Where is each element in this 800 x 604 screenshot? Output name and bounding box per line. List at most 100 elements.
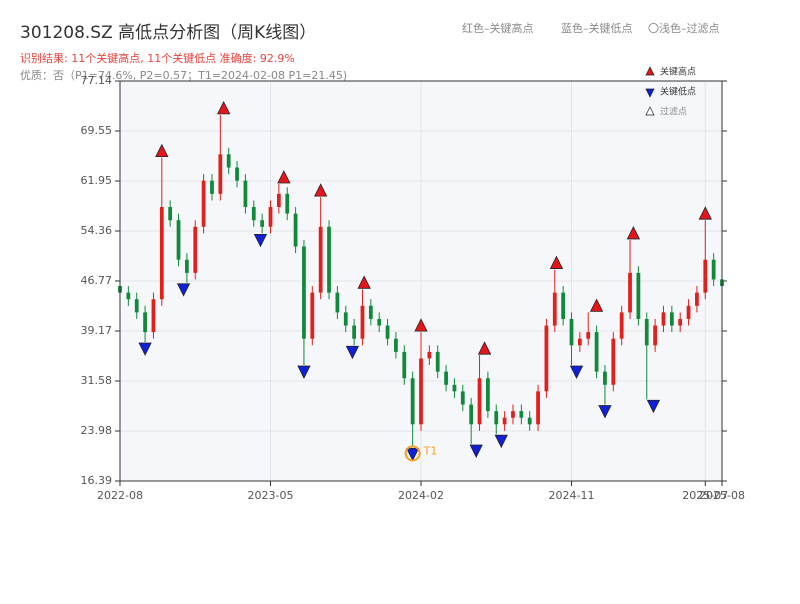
candle-body [444,371,448,385]
candle-body [243,180,248,208]
candle-body [544,325,549,392]
y-tick-label: 69.55 [81,124,113,137]
candle-body [276,193,281,208]
candle-body [126,292,131,300]
candle-body [644,318,649,346]
key-high-marker [589,298,604,312]
candle-body [653,325,657,346]
y-tick-label: 16.39 [81,474,113,487]
candle-body [201,180,206,227]
candle-body [569,318,574,346]
key-high-marker [357,275,371,289]
candle-body [502,417,507,425]
key-high-marker [155,143,169,158]
candle-body [151,299,156,333]
plot-frame [119,80,723,482]
candle-body [402,351,407,379]
candle-body [511,411,515,418]
candle-body [419,358,423,425]
key-high-marker [414,318,428,332]
key-low-marker [494,434,508,449]
candle-body [577,338,582,346]
key-high-marker [477,341,492,355]
key-high-marker [314,183,328,197]
key-low-marker [646,399,661,414]
candle-body [226,154,231,168]
candle-body [586,332,591,339]
candle-body [452,384,457,392]
candle-body [628,272,632,313]
x-tick-label: 2025-08 [699,489,745,502]
legend-symbol [645,88,655,98]
candle-body [193,226,198,273]
candle-body [603,371,607,385]
key-high-marker [549,255,564,269]
candle-body [210,180,214,194]
candle-body [185,259,189,273]
y-tick-label: 46.77 [81,274,113,287]
candle-body [486,378,490,412]
y-tick-label: 39.17 [81,324,113,337]
y-tick-label: 31.58 [81,374,113,387]
key-low-marker [569,365,584,379]
candle-body [519,411,524,418]
candle-body [251,207,256,221]
candle-body [168,207,173,221]
key-high-marker [217,100,231,115]
key-high-marker [626,226,641,240]
x-tick-label: 2022-08 [97,489,143,502]
plot-layer: 16.39 23.98 31.58 39.17 46.77 54.36 61.95 69.55… [81,66,745,503]
candle-body [427,351,432,359]
candle-body [703,259,708,293]
candle-body [218,154,223,194]
candle-body [134,299,139,313]
candle-body [527,417,532,425]
key-high-marker [277,170,291,184]
candle-body [410,378,415,425]
candle-body [260,220,265,227]
candle-body [536,391,540,425]
y-tick-label: 54.36 [81,224,113,237]
candle-body [711,259,716,280]
key-low-marker [176,283,191,297]
x-tick-label: 2025-07 [682,489,728,502]
candle-body [385,325,390,339]
candle-body [695,292,699,306]
candle-body [669,312,674,326]
candle-body [611,338,616,385]
legend-symbol [645,66,655,76]
candle-body [636,272,641,319]
candle-body [368,305,373,319]
y-tick-label: 77.14 [81,74,113,87]
candle-body [327,226,331,293]
header-legend: 〇浅色–过滤点 [648,21,720,35]
key-low-marker [405,447,420,462]
candle-body [661,312,666,326]
candle-body [235,167,239,181]
legend-label: 关键低点 [660,86,696,98]
candle-body [268,207,273,227]
candle-body [377,318,382,326]
candle-body [352,325,356,339]
header-legend: 蓝色–关键低点 [561,21,633,35]
candle-body [686,305,691,319]
candle-body [302,246,306,339]
candle-body [435,351,440,372]
candle-body [360,305,365,339]
candle-body [678,318,683,326]
candle-body [318,226,323,293]
candle-body [293,213,298,247]
key-low-marker [598,405,612,419]
y-tick-label: 23.98 [81,424,113,437]
candle-body [310,292,315,339]
candle-body [619,312,624,339]
candle-body [394,338,398,352]
x-tick-label: 2023-05 [248,489,294,502]
filtered-marker [404,445,421,462]
legend-label: 关键高点 [660,66,696,78]
key-low-marker [253,233,268,248]
candle-body [594,332,599,372]
x-tick-label: 2024-11 [549,489,595,502]
x-tick-label: 2024-02 [398,489,444,502]
